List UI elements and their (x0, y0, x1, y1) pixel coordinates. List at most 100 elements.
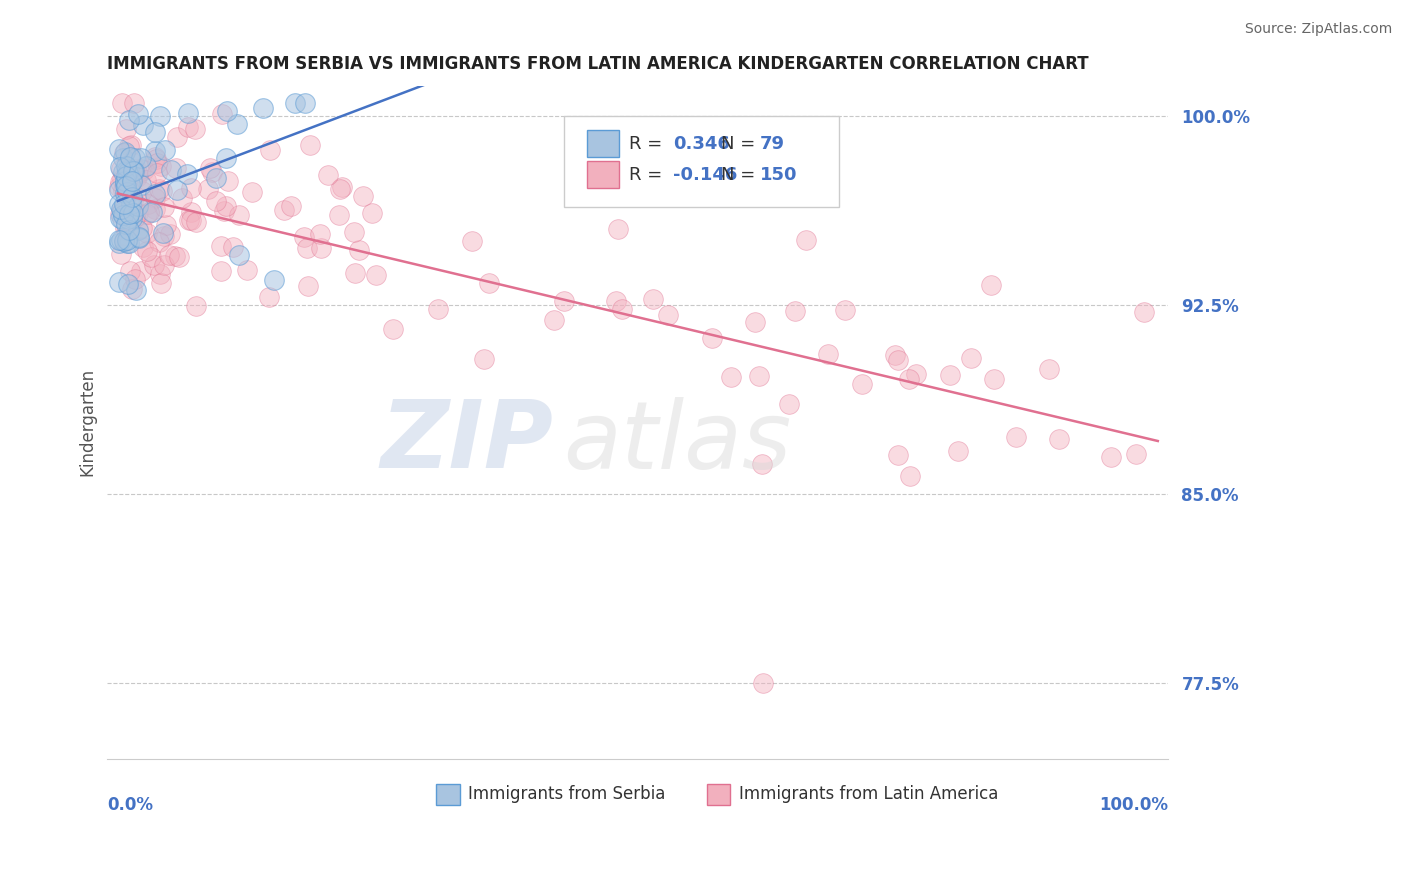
Point (117, 188, 139, 202)
Point (143, 202, 166, 216)
Point (242, 185, 264, 199)
Point (124, 272, 146, 286)
Text: R =: R = (630, 135, 668, 153)
Point (153, 143, 176, 157)
Point (316, 168, 339, 182)
Point (159, 227, 181, 241)
Point (121, 282, 143, 296)
Point (211, 106, 233, 120)
Point (122, 194, 145, 208)
Point (127, 199, 149, 213)
Point (117, 162, 139, 177)
Point (111, 96, 134, 111)
Point (1125, 447, 1147, 461)
Point (330, 179, 353, 194)
Point (225, 117, 247, 131)
Point (124, 283, 146, 297)
Text: 0.0%: 0.0% (107, 796, 153, 814)
Point (148, 182, 170, 196)
Point (112, 145, 135, 160)
Point (115, 217, 138, 231)
Point (252, 101, 274, 115)
Point (132, 239, 155, 253)
Point (131, 220, 153, 235)
Point (120, 184, 142, 198)
Point (153, 258, 176, 272)
Point (118, 263, 141, 277)
Point (979, 278, 1001, 293)
Point (328, 208, 350, 222)
Point (817, 347, 839, 361)
Point (122, 96, 145, 111)
Point (114, 221, 136, 235)
Point (641, 292, 664, 306)
Point (751, 457, 773, 471)
Text: 79: 79 (759, 135, 785, 153)
Point (222, 240, 245, 254)
Point (118, 139, 141, 153)
Point (129, 151, 152, 165)
Point (111, 183, 134, 197)
Point (111, 164, 134, 178)
Point (607, 222, 630, 236)
Point (110, 207, 132, 221)
Point (177, 213, 200, 227)
Point (128, 230, 150, 244)
Point (111, 172, 134, 186)
Point (112, 207, 135, 221)
Point (124, 210, 146, 224)
Point (111, 203, 134, 218)
Point (117, 277, 139, 291)
Point (946, 443, 969, 458)
Point (610, 302, 633, 317)
Point (132, 118, 155, 132)
Text: R =: R = (630, 166, 668, 184)
Point (329, 182, 352, 196)
Point (118, 222, 141, 236)
Point (114, 175, 136, 189)
Point (299, 137, 322, 152)
Point (115, 163, 138, 178)
Point (163, 249, 186, 263)
Point (176, 167, 198, 181)
Point (115, 236, 138, 251)
Point (165, 161, 187, 175)
Point (108, 233, 131, 247)
Point (184, 299, 207, 313)
Point (149, 268, 172, 282)
Point (131, 185, 153, 199)
Point (136, 197, 159, 211)
Point (112, 234, 135, 248)
Point (117, 211, 139, 226)
Point (108, 275, 131, 289)
Point (236, 262, 259, 277)
Point (209, 238, 232, 252)
Point (1047, 432, 1070, 446)
Point (125, 161, 148, 176)
Point (110, 233, 132, 247)
Point (605, 293, 627, 308)
Point (143, 187, 166, 202)
Point (851, 376, 873, 391)
Point (108, 180, 131, 194)
Point (135, 159, 157, 173)
Point (543, 313, 565, 327)
Point (886, 353, 908, 368)
Point (184, 121, 207, 136)
Point (136, 244, 159, 258)
Point (121, 206, 143, 220)
Point (124, 151, 146, 165)
Text: 0.346: 0.346 (673, 135, 730, 153)
Point (120, 177, 142, 191)
Point (110, 202, 132, 216)
Point (146, 166, 169, 180)
Text: N =: N = (720, 135, 761, 153)
Point (127, 167, 149, 181)
Point (263, 273, 285, 287)
Point (129, 264, 152, 278)
Point (143, 125, 166, 139)
Point (110, 162, 132, 177)
Point (112, 234, 135, 248)
Point (157, 248, 180, 262)
Point (118, 207, 141, 221)
